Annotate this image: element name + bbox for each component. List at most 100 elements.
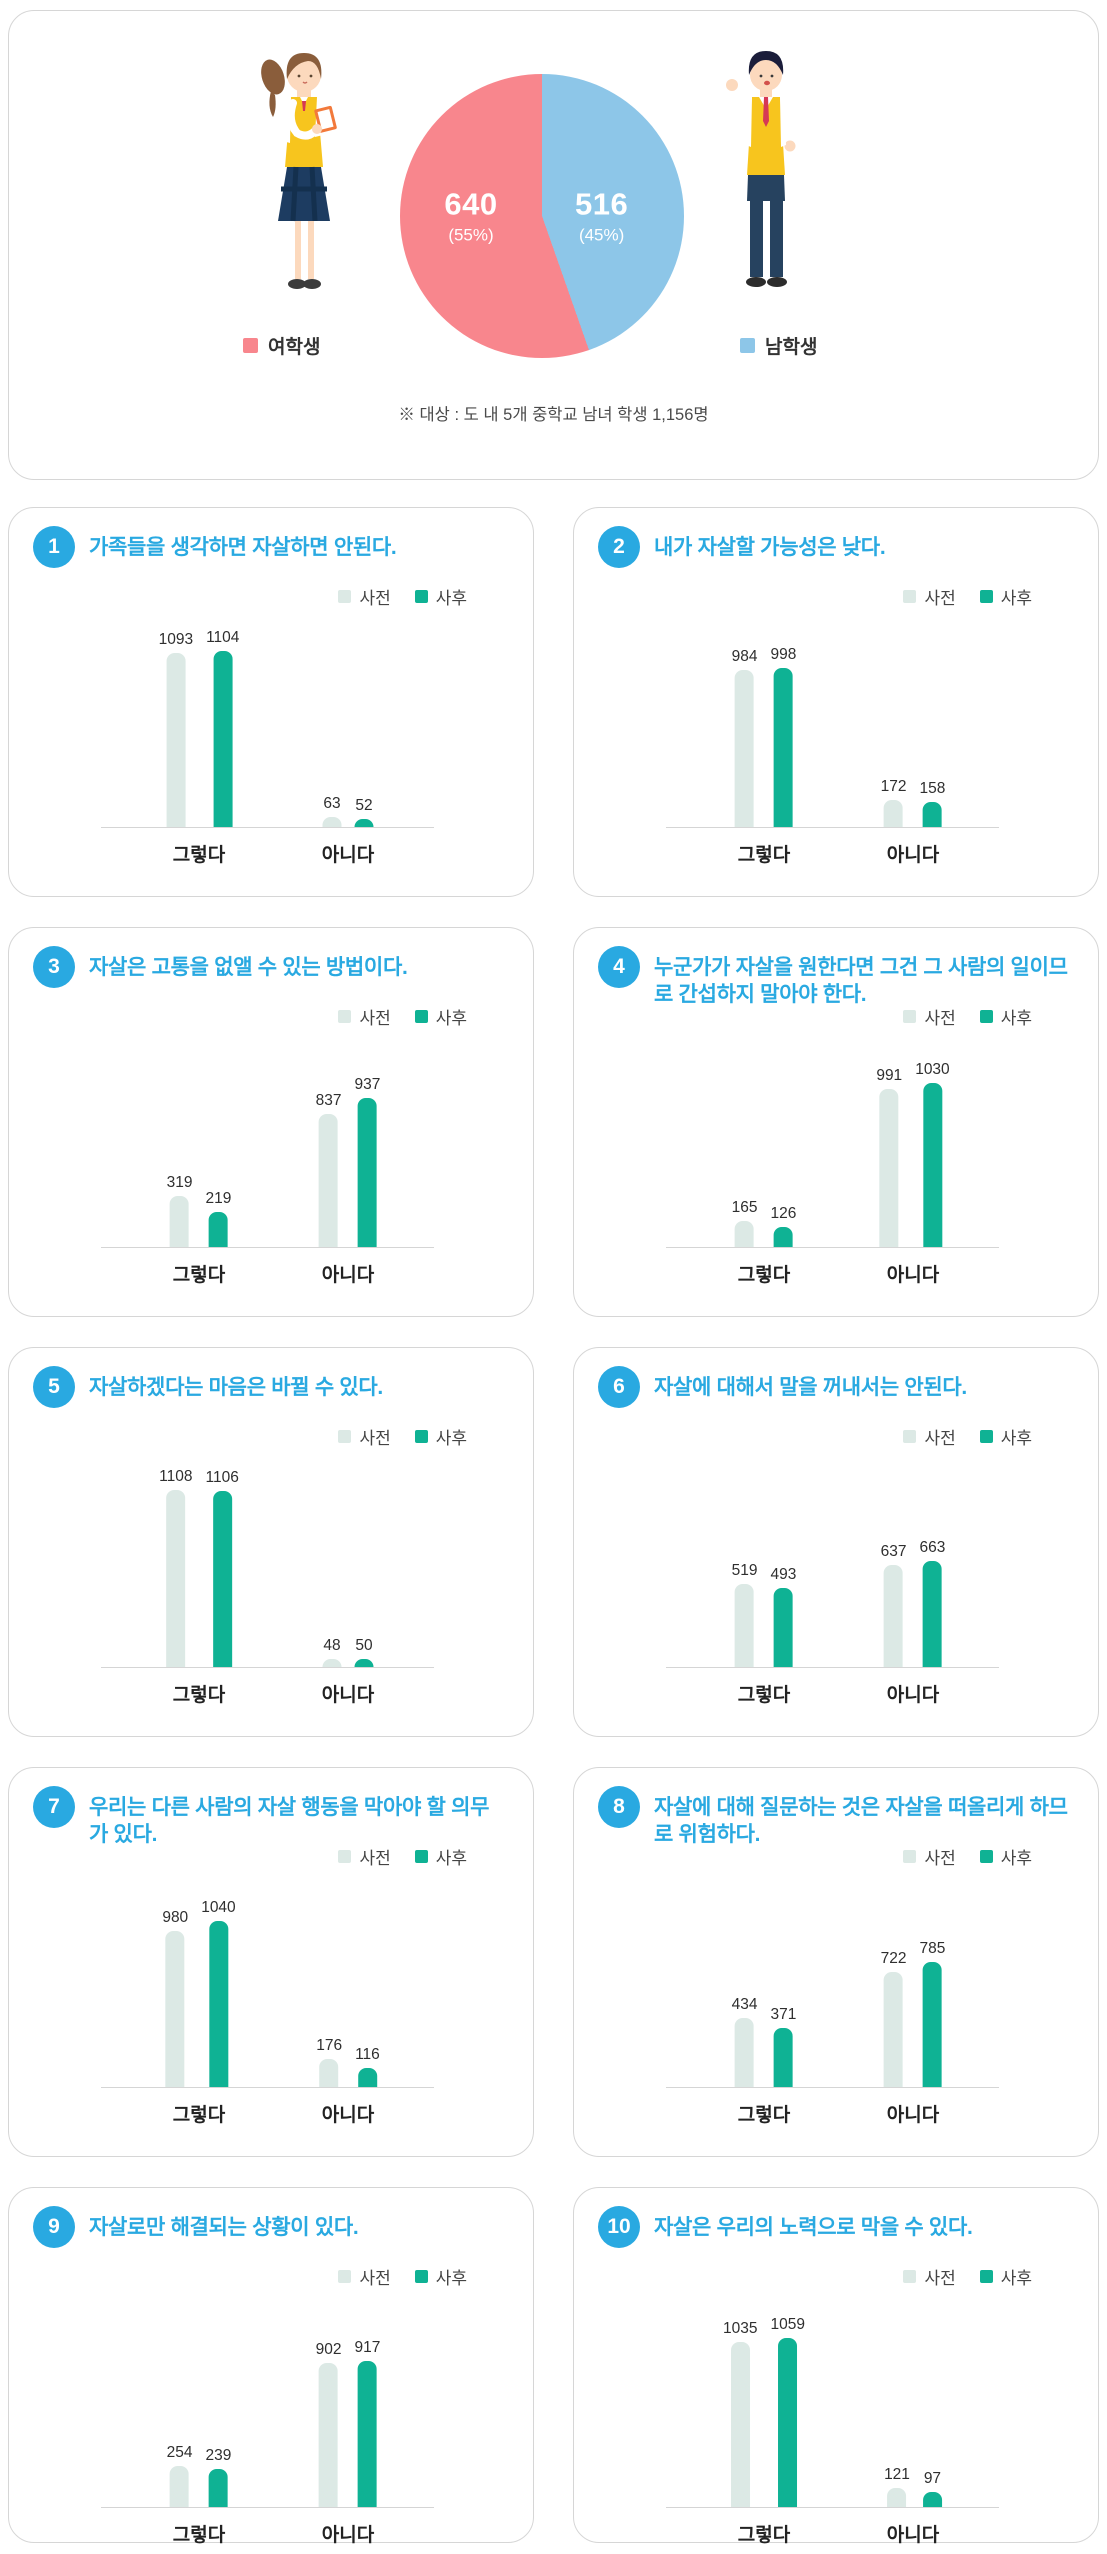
bar-value-label: 493 <box>770 1566 797 1583</box>
question-title: 자살은 우리의 노력으로 막을 수 있다. <box>654 2216 973 2239</box>
pre-bar-wrap: 63 <box>322 795 342 827</box>
legend-post-label: 사후 <box>1000 1009 1032 1028</box>
post-bar-wrap: 1030 <box>915 1061 950 1247</box>
question-number: 6 <box>613 1375 625 1398</box>
post-bar <box>922 1083 942 1247</box>
bar-value-label: 116 <box>355 2046 380 2063</box>
legend-pre-label: 사전 <box>924 2269 956 2288</box>
bar-value-label: 1035 <box>723 2320 758 2337</box>
pre-swatch-icon <box>338 1010 352 1023</box>
post-bar-wrap: 1059 <box>771 2316 805 2507</box>
bar-value-label: 722 <box>880 1950 907 1967</box>
question-card: 1 가족들을 생각하면 자살하면 안된다. 사전 사후 1093 1104 <box>8 507 534 897</box>
category-label: 아니다 <box>321 1685 375 1706</box>
bar-group: 434 371 그렇다 <box>732 1996 797 2126</box>
bar-value-label: 902 <box>315 2341 342 2358</box>
post-bar <box>354 1659 374 1667</box>
legend-item-post: 사후 <box>414 584 467 609</box>
bar-group: 722 785 아니다 <box>880 1940 946 2126</box>
bar-group: 519 493 그렇다 <box>732 1562 797 1706</box>
category-label: 아니다 <box>886 845 940 866</box>
legend-post-label: 사후 <box>435 589 467 608</box>
post-bar-wrap: 97 <box>922 2470 942 2507</box>
category-label: 그렇다 <box>737 1685 791 1706</box>
legend-pre-label: 사전 <box>359 589 391 608</box>
post-bar-wrap: 126 <box>771 1205 796 1247</box>
question-number-badge: 1 <box>33 526 75 568</box>
question-number: 1 <box>48 535 60 558</box>
legend-item-pre: 사전 <box>903 1004 956 1029</box>
post-bar-wrap: 116 <box>355 2046 380 2087</box>
question-number: 3 <box>48 955 60 978</box>
legend-post-label: 사후 <box>1000 589 1032 608</box>
category-label: 그렇다 <box>737 1265 791 1286</box>
bar-value-label: 519 <box>731 1562 758 1579</box>
bar-value-label: 1059 <box>770 2316 805 2333</box>
bar-value-label: 52 <box>355 797 373 814</box>
pre-bar-wrap: 434 <box>732 1996 758 2087</box>
legend-item-pre: 사전 <box>903 2264 956 2289</box>
bar-plot: 980 1040 그렇다 176 116 아니다 <box>101 1868 434 2126</box>
bar-value-label: 434 <box>731 1996 758 2013</box>
bar-plot: 434 371 그렇다 722 785 아니다 <box>666 1868 999 2126</box>
post-bar-wrap: 493 <box>770 1566 797 1667</box>
pre-bar-wrap: 984 <box>732 648 758 827</box>
respondents-summary-card: 640 (55%) 516 (45%) <box>8 10 1099 480</box>
post-bar-wrap: 917 <box>354 2339 381 2507</box>
pre-bar-wrap: 519 <box>732 1562 758 1667</box>
legend-item-post: 사후 <box>979 584 1032 609</box>
post-swatch-icon <box>414 2270 428 2283</box>
pre-bar <box>735 1221 755 1247</box>
pre-swatch-icon <box>903 2270 917 2283</box>
post-bar-wrap: 663 <box>920 1539 945 1667</box>
post-bar-wrap: 998 <box>771 646 796 827</box>
chart-legend: 사전 사후 <box>903 1424 1032 1449</box>
bar-value-label: 991 <box>876 1067 903 1084</box>
bar-plot: 1035 1059 그렇다 121 97 아니다 <box>666 2288 999 2546</box>
bar-group: 319 219 그렇다 <box>167 1174 232 1286</box>
bar-value-label: 371 <box>770 2006 797 2023</box>
question-number: 2 <box>613 535 625 558</box>
post-bar <box>208 1212 228 1247</box>
pre-bar-wrap: 1093 <box>159 631 193 827</box>
post-bar <box>208 2469 228 2507</box>
male-legend: 남학생 <box>740 332 817 359</box>
question-number-badge: 5 <box>33 1366 75 1408</box>
pre-bar <box>322 817 342 827</box>
post-bar <box>213 651 233 827</box>
pre-bar-wrap: 837 <box>316 1092 342 1247</box>
bar-group: 1093 1104 그렇다 <box>159 629 240 866</box>
legend-pre-label: 사전 <box>359 1429 391 1448</box>
bar-plot: 319 219 그렇다 837 937 아니다 <box>101 1028 434 1286</box>
question-title: 자살에 대해서 말을 꺼내서는 안된다. <box>654 1376 967 1399</box>
pre-swatch-icon <box>903 1010 917 1023</box>
category-label: 그렇다 <box>172 2105 226 2126</box>
post-swatch-icon <box>979 1850 993 1863</box>
pre-bar <box>879 1089 899 1247</box>
legend-post-label: 사후 <box>435 1849 467 1868</box>
question-title: 자살하겠다는 마음은 바뀔 수 있다. <box>89 1376 383 1399</box>
bar-plot: 254 239 그렇다 902 917 아니다 <box>101 2288 434 2546</box>
question-number: 8 <box>613 1795 625 1818</box>
bar-group: 984 998 그렇다 <box>732 646 797 866</box>
pre-bar-wrap: 980 <box>162 1909 188 2087</box>
male-legend-label: 남학생 <box>765 337 818 358</box>
chart-legend: 사전 사후 <box>338 2264 467 2289</box>
bar-group: 637 663 아니다 <box>881 1539 946 1706</box>
post-bar-wrap: 937 <box>355 1076 380 1247</box>
legend-item-post: 사후 <box>414 1844 467 1869</box>
question-number: 4 <box>613 955 625 978</box>
bar-value-label: 917 <box>354 2339 381 2356</box>
post-swatch-icon <box>414 1010 428 1023</box>
male-percent: (45%) <box>578 225 625 245</box>
pre-bar <box>730 2342 750 2507</box>
legend-post-label: 사후 <box>1000 2269 1032 2288</box>
legend-post-label: 사후 <box>435 2269 467 2288</box>
question-card: 8 자살에 대해 질문하는 것은 자살을 떠올리게 하므로 위험하다. 사전 사… <box>573 1767 1099 2157</box>
category-label: 아니다 <box>321 2525 375 2546</box>
post-bar-wrap: 371 <box>770 2006 797 2087</box>
pre-bar <box>884 800 904 827</box>
post-bar <box>773 668 793 827</box>
question-title: 우리는 다른 사람의 자살 행동을 막아야 할 의무가 있다. <box>89 1796 490 1847</box>
